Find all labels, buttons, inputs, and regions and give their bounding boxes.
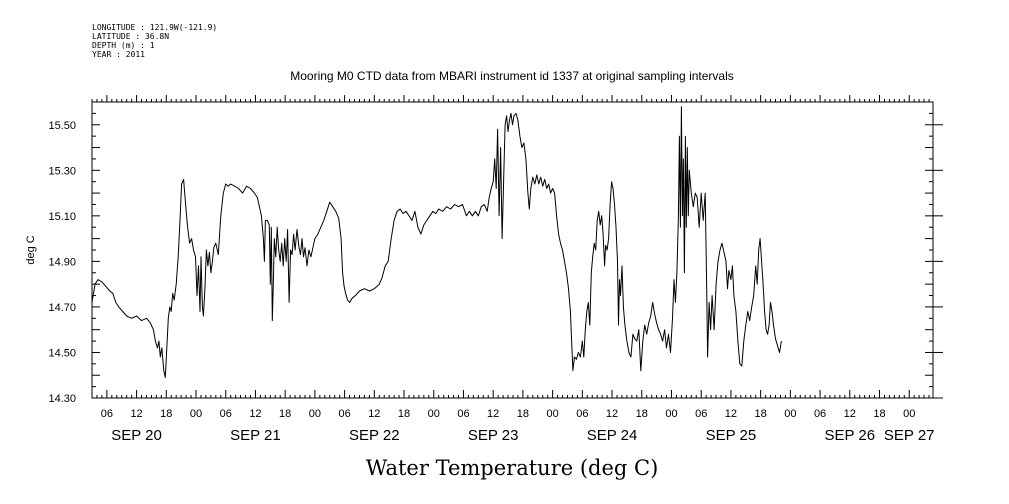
x-hour-label: 12	[249, 408, 261, 420]
x-date-label: SEP 21	[230, 427, 281, 444]
x-hour-label: 00	[428, 408, 440, 420]
x-hour-label: 06	[814, 408, 826, 420]
x-date-label: SEP 26	[824, 427, 875, 444]
chart-title: Mooring M0 CTD data from MBARI instrumen…	[290, 69, 734, 83]
x-hour-label: 12	[844, 408, 856, 420]
x-hour-label: 00	[546, 408, 558, 420]
x-hour-label: 18	[279, 408, 291, 420]
x-hour-label: 06	[576, 408, 588, 420]
x-axis: 06 12 18 00 06 12 18 00 06 12 18 00 06 12 18 00 06 12 18 00…	[91, 95, 935, 444]
x-hour-label: 18	[873, 408, 885, 420]
y-tick-label: 15.30	[48, 165, 76, 177]
x-hour-label: 06	[457, 408, 469, 420]
y-tick-label: 14.70	[48, 302, 76, 314]
x-hour-label: 18	[517, 408, 529, 420]
x-hour-label: 00	[190, 408, 202, 420]
metadata-block: LONGITUDE : 121.9W(-121.9) LATITUDE : 36…	[92, 23, 217, 59]
x-hour-label: 12	[487, 408, 499, 420]
x-hour-label: 12	[606, 408, 618, 420]
y-tick-label: 14.30	[48, 393, 76, 405]
x-hour-label: 00	[903, 408, 915, 420]
y-tick-label: 15.10	[48, 211, 76, 223]
series-line	[91, 106, 782, 378]
y-axis-label: deg C	[25, 235, 37, 264]
y-tick-label: 14.90	[48, 256, 76, 268]
x-hour-label: 00	[784, 408, 796, 420]
year-text: YEAR : 2011	[92, 50, 145, 59]
y-tick-label: 14.50	[48, 347, 76, 359]
longitude-text: LONGITUDE : 121.9W(-121.9)	[92, 23, 217, 32]
x-hour-label: 18	[160, 408, 172, 420]
x-date-label: SEP 20	[111, 427, 162, 444]
x-hour-label: 00	[309, 408, 321, 420]
latitude-text: LATITUDE : 36.8N	[92, 32, 169, 41]
x-hour-label: 18	[636, 408, 648, 420]
x-hour-label: 12	[725, 408, 737, 420]
x-date-label: SEP 23	[468, 427, 519, 444]
x-hour-label: 18	[755, 408, 767, 420]
x-hour-label: 06	[695, 408, 707, 420]
x-hour-label: 18	[398, 408, 410, 420]
x-date-label: SEP 22	[349, 427, 400, 444]
x-date-label: SEP 27	[884, 427, 935, 444]
x-hour-label: 12	[130, 408, 142, 420]
x-date-label: SEP 24	[587, 427, 638, 444]
y-tick-label: 15.50	[48, 120, 76, 132]
x-hour-label: 00	[665, 408, 677, 420]
x-hour-label: 06	[220, 408, 232, 420]
x-axis-label: Water Temperature (deg C)	[366, 456, 659, 480]
x-hour-label: 06	[338, 408, 350, 420]
y-axis: 14.30 14.50 14.70 14.90 15.10 15.30 15.50	[48, 101, 943, 405]
x-hour-label: 06	[101, 408, 113, 420]
depth-text: DEPTH (m) : 1	[92, 41, 155, 50]
x-hour-label: 12	[368, 408, 380, 420]
x-date-label: SEP 25	[706, 427, 757, 444]
